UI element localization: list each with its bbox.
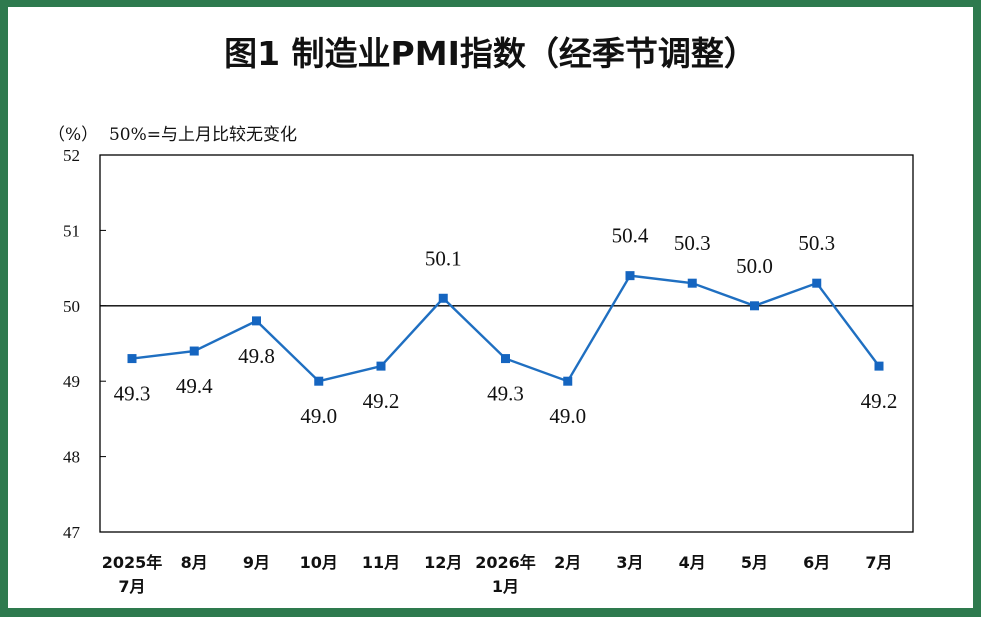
- x-tick-label: 5月: [741, 553, 768, 572]
- x-tick-label: 7月: [865, 553, 892, 572]
- data-label: 50.3: [674, 231, 711, 255]
- y-axis: 47 48 49 50 51 52: [63, 146, 106, 542]
- data-point-marker: [501, 354, 510, 364]
- x-tick-label: 2025年 7月: [102, 553, 163, 596]
- data-label: 50.4: [612, 224, 649, 248]
- data-label: 50.0: [736, 254, 773, 278]
- y-tick-label: 48: [63, 448, 80, 467]
- x-tick-label: 9月: [243, 553, 270, 572]
- unit-label: （%）: [48, 125, 99, 145]
- data-point-marker: [252, 316, 261, 326]
- y-tick-label: 50: [63, 297, 80, 316]
- data-point-marker: [127, 354, 137, 364]
- data-label: 49.8: [238, 344, 275, 368]
- data-point-marker: [687, 278, 697, 288]
- data-label: 49.3: [114, 382, 151, 406]
- series-markers: [127, 271, 884, 386]
- reference-note: 50%=与上月比较无变化: [108, 125, 297, 145]
- x-tick-label: 12月: [424, 553, 462, 572]
- data-point-marker: [750, 301, 759, 311]
- data-point-marker: [376, 361, 386, 371]
- x-tick-label: 10月: [300, 553, 338, 572]
- data-point-marker: [563, 376, 573, 386]
- y-tick-label: 52: [63, 146, 80, 165]
- x-tick-label: 2月: [554, 553, 581, 572]
- unit-note: （%） 50%=与上月比较无变化: [48, 120, 297, 145]
- data-point-marker: [189, 346, 199, 356]
- data-label: 50.1: [425, 246, 462, 270]
- chart-svg: 47 48 49 50 51 52 2025年 7月 8月 9月 10月 11月 12月 2026年 1月…: [63, 146, 914, 596]
- x-tick-label: 8月: [181, 553, 208, 572]
- chart-title: 图1 制造业PMI指数（经季节调整）: [224, 34, 757, 73]
- data-label: 49.2: [861, 389, 898, 413]
- y-tick-label: 49: [63, 372, 80, 391]
- data-point-marker: [874, 361, 884, 371]
- x-tick-label: 11月: [362, 553, 400, 572]
- x-tick-label: 2026年 1月: [475, 553, 536, 596]
- x-axis: 2025年 7月 8月 9月 10月 11月 12月 2026年 1月 2月 3月 4月 5月 6月 7月: [102, 553, 893, 596]
- data-label: 49.0: [549, 404, 586, 428]
- data-point-marker: [812, 278, 822, 288]
- data-label: 49.2: [363, 389, 400, 413]
- x-tick-label: 4月: [679, 553, 706, 572]
- data-label: 49.4: [176, 374, 213, 398]
- data-labels: 49.3 49.4 49.8 49.0 49.2 50.1 49.3 49.0 50.4 50.3…: [114, 224, 898, 429]
- data-label: 50.3: [798, 231, 835, 255]
- x-tick-label: 3月: [616, 553, 643, 572]
- data-label: 49.3: [487, 382, 524, 406]
- chart-frame: 图1 制造业PMI指数（经季节调整） （%） 50%=与上月比较无变化 47 48…: [8, 7, 973, 608]
- data-point-marker: [625, 271, 635, 281]
- y-tick-label: 47: [63, 523, 81, 542]
- x-tick-label: 6月: [803, 553, 830, 572]
- plot-area: [99, 154, 914, 533]
- y-tick-label: 51: [63, 221, 80, 240]
- data-point-marker: [438, 293, 448, 303]
- data-point-marker: [314, 376, 324, 386]
- data-label: 49.0: [300, 404, 337, 428]
